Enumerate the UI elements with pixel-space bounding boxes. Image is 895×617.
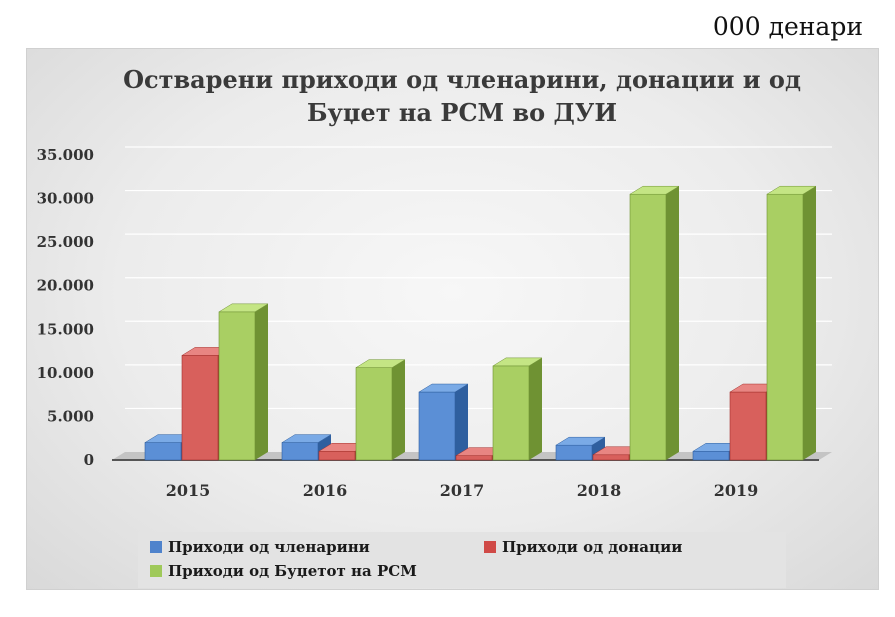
bar-front <box>318 450 356 461</box>
y-tick-label: 0 <box>84 451 94 469</box>
y-tick-label: 10.000 <box>37 364 94 382</box>
bar-front <box>766 193 804 461</box>
legend-label-donations: Приходи од донации <box>502 538 683 556</box>
legend-swatch-budget <box>150 565 162 577</box>
bar-top <box>355 359 406 368</box>
bar-side <box>255 303 268 460</box>
legend-item-membership: Приходи од членарини <box>150 538 370 556</box>
bar-top <box>218 303 269 313</box>
bar <box>218 303 269 461</box>
y-tick-label: 20.000 <box>37 277 94 295</box>
bar <box>766 185 817 461</box>
x-tick-label: 2015 <box>166 481 211 500</box>
bar-front <box>418 391 456 461</box>
bar <box>281 434 332 461</box>
bar-top <box>281 434 332 443</box>
bar <box>492 357 543 461</box>
bar-side <box>455 384 468 460</box>
bar-front <box>629 193 667 461</box>
legend-label-budget: Приходи од Буџетот на РСМ <box>168 562 417 580</box>
y-tick-label: 5.000 <box>47 407 94 425</box>
y-axis-ticks: 0 5.000 10.000 15.000 20.000 25.000 30.000 35.0… <box>37 146 94 469</box>
bar-front <box>729 391 767 461</box>
y-tick-label: 35.000 <box>37 146 94 164</box>
x-tick-label: 2018 <box>577 481 622 500</box>
legend-label-membership: Приходи од членарини <box>168 538 370 556</box>
bar-front <box>281 442 319 461</box>
bar-front <box>692 450 730 461</box>
bar <box>629 185 680 461</box>
legend-item-budget: Приходи од Буџетот на РСМ <box>150 562 417 580</box>
bar-side <box>666 186 679 460</box>
legend: Приходи од членарини Приходи од донации … <box>138 532 786 588</box>
bar <box>355 359 406 461</box>
bar-front <box>592 454 630 461</box>
legend-item-donations: Приходи од донации <box>484 538 682 556</box>
bar-top <box>492 357 543 367</box>
bar-front <box>144 442 182 461</box>
y-tick-label: 25.000 <box>37 233 94 251</box>
bar-side <box>803 186 816 460</box>
x-axis-ticks: 2015 2016 2017 2018 2019 <box>166 481 759 500</box>
chart-title-line-1: Остварени приходи од членарини, донации … <box>123 65 801 94</box>
bar-front <box>355 367 393 461</box>
y-tick-label: 30.000 <box>37 190 94 208</box>
legend-swatch-donations <box>484 541 496 553</box>
bar-front <box>181 355 219 461</box>
bar-front <box>492 365 530 461</box>
bar-side <box>529 357 542 460</box>
x-tick-label: 2016 <box>303 481 348 500</box>
bar-top <box>555 436 606 446</box>
bar-front <box>218 311 256 461</box>
bar-top <box>766 185 817 195</box>
y-tick-label: 15.000 <box>37 320 94 338</box>
bar-front <box>555 444 593 461</box>
bars <box>144 185 817 461</box>
chart-frame <box>26 48 879 590</box>
bar-top <box>629 185 680 195</box>
bar <box>418 383 469 461</box>
x-tick-label: 2017 <box>440 481 485 500</box>
bar-side <box>392 359 405 460</box>
x-tick-label: 2019 <box>714 481 759 500</box>
bar-top <box>418 383 469 393</box>
legend-swatch-membership <box>150 541 162 553</box>
unit-label: 000 денари <box>712 12 863 41</box>
bar-front <box>455 455 493 461</box>
chart-title-line-2: Буџет на РСМ во ДУИ <box>307 98 617 127</box>
